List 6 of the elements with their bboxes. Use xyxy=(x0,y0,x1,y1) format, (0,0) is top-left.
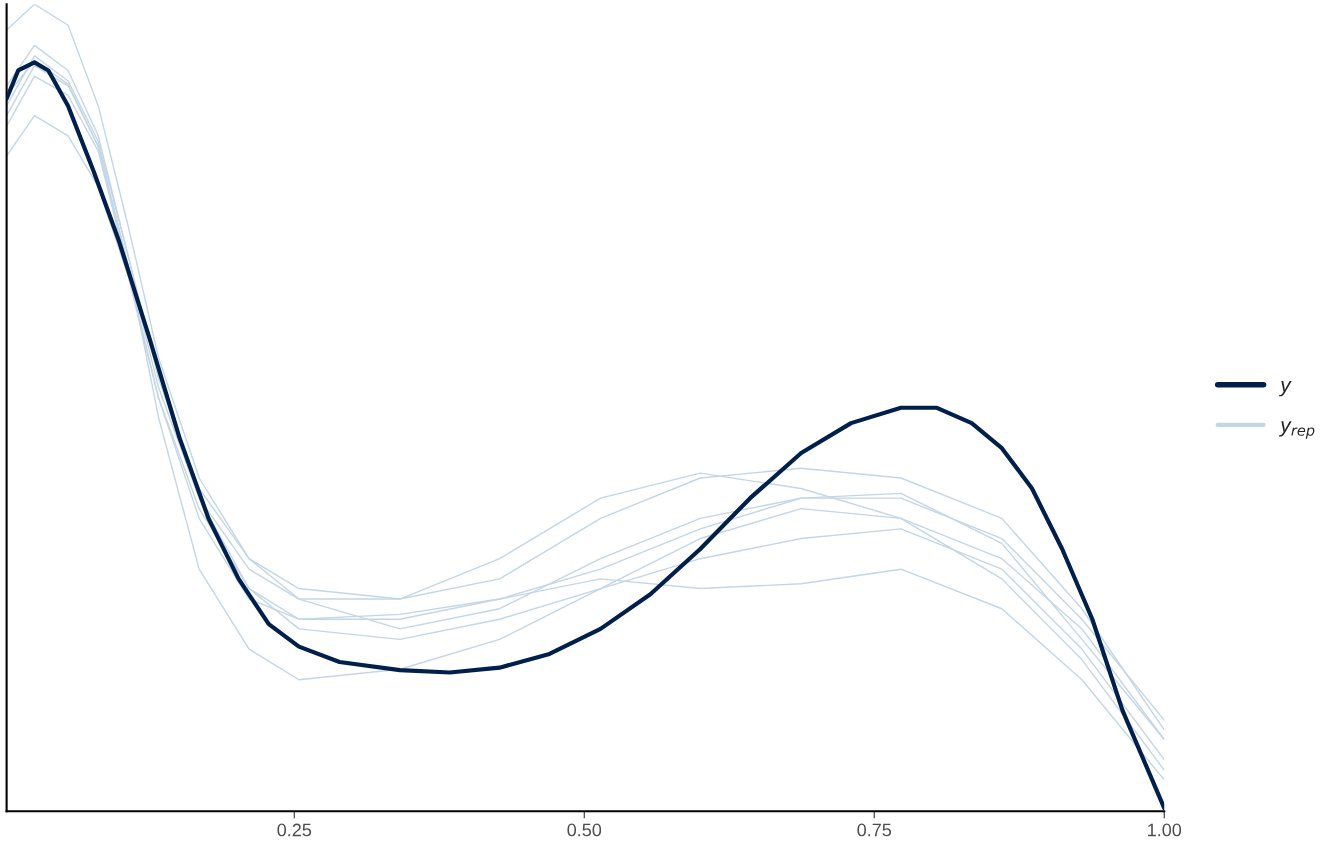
legend-label: y$_{rep}$ xyxy=(1279,421,1315,439)
x-tick-label: 1.00 xyxy=(1148,823,1182,837)
legend-label: y xyxy=(1279,380,1292,397)
x-tick-label: 0.75 xyxy=(857,823,892,837)
x-tick-label: 0.25 xyxy=(277,823,312,837)
x-tick-label: 0.50 xyxy=(567,823,602,837)
